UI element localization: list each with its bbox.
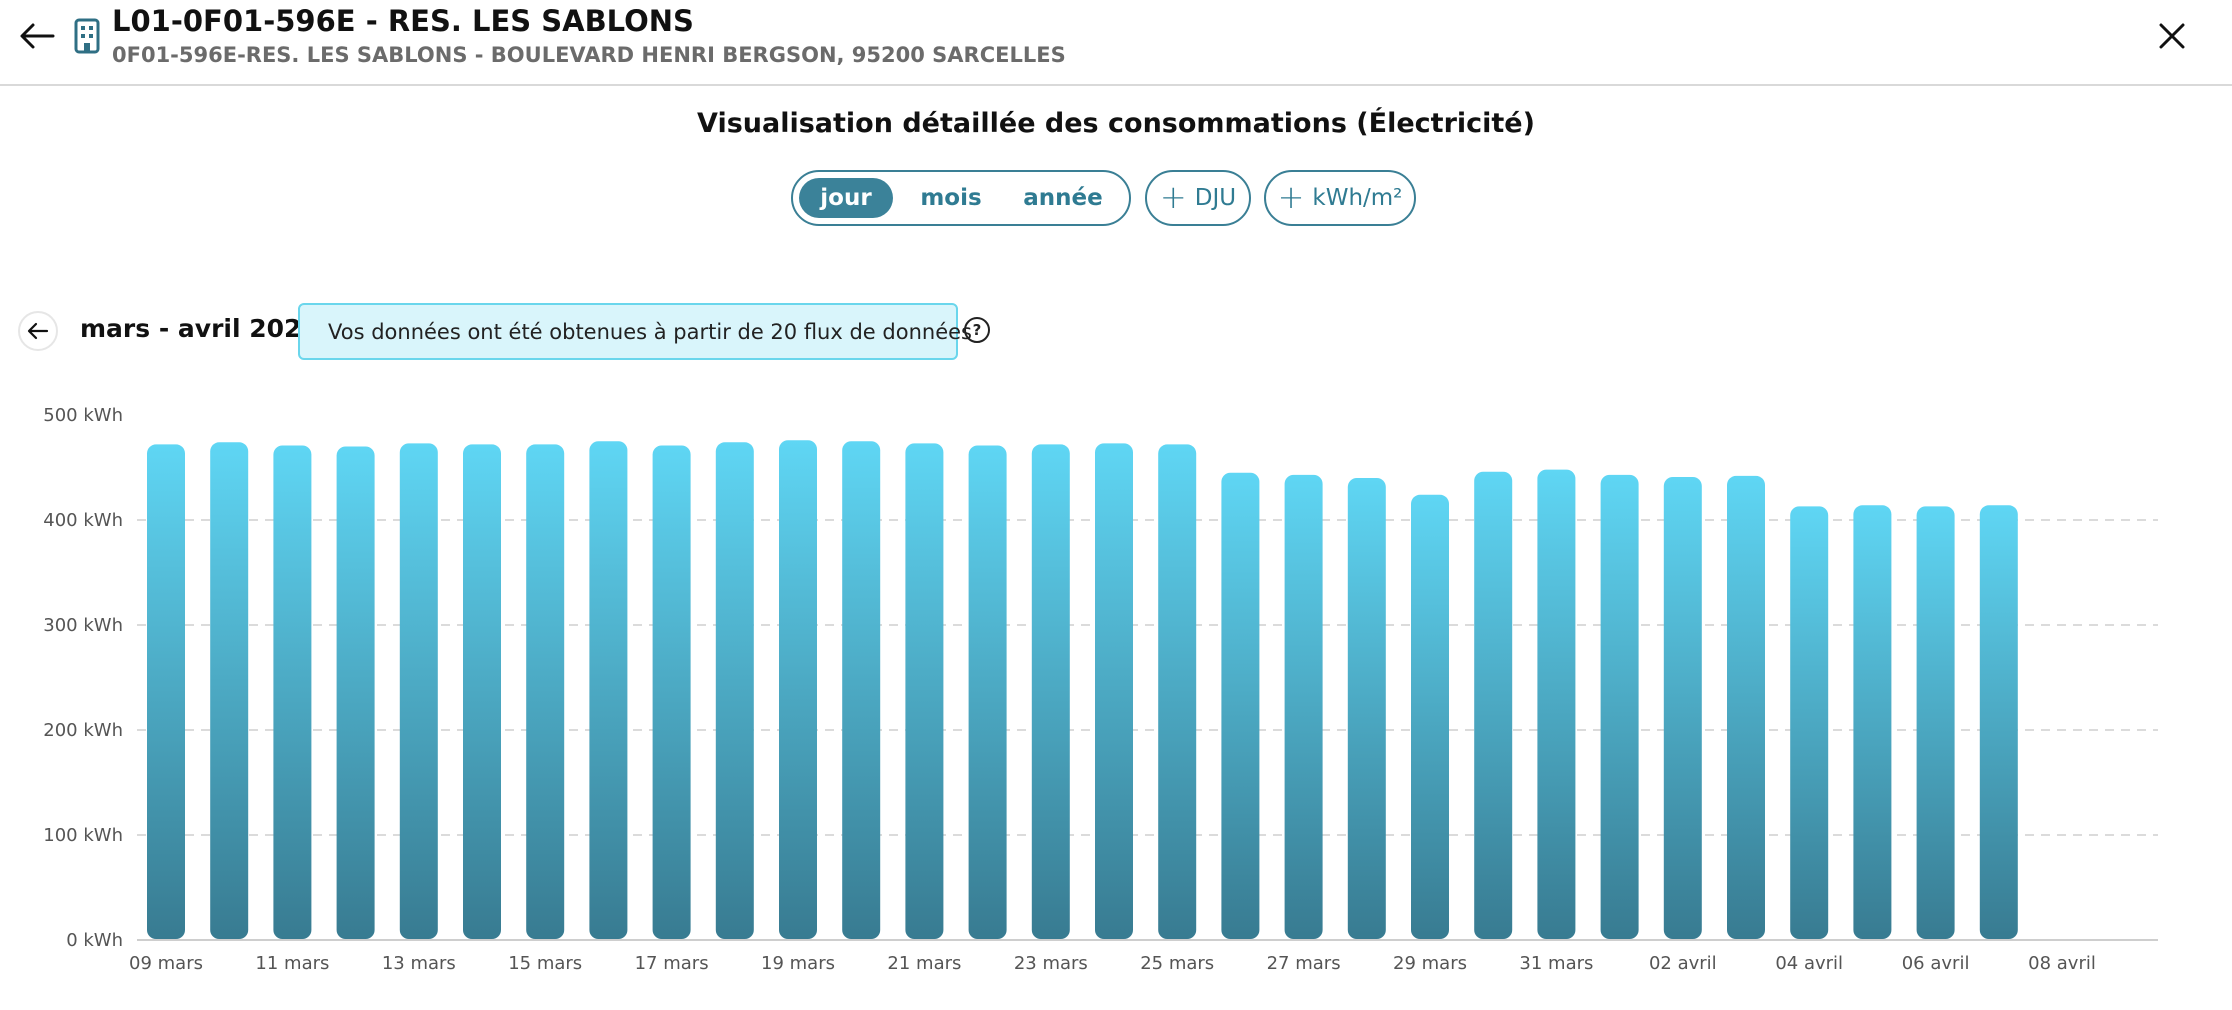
bar-02-avril[interactable] [1663,476,1702,939]
close-button[interactable] [2152,16,2192,56]
consumption-chart: 0 kWh 100 kWh 200 kWh 300 kWh 400 kWh 500 kWh… [43,405,2158,974]
page-subtitle: 0F01-596E-RES. LES SABLONS - BOULEVARD H… [112,43,1066,67]
bar-30-mars[interactable] [1474,471,1513,939]
add-dju-button[interactable]: + DJU [1145,170,1251,226]
y-tick-label: 0 kWh [66,930,123,951]
x-tick-label: 04 avril [1775,953,1843,974]
bar-14-mars[interactable] [463,444,501,939]
bar-09-mars[interactable] [147,444,185,939]
header: L01-0F01-596E - RES. LES SABLONS 0F01-59… [0,0,2232,86]
add-kwhm2-button[interactable]: + kWh/m² [1264,170,1416,226]
bar-04-avril[interactable] [1790,506,1829,939]
x-tick-label: 13 mars [382,953,456,974]
bar-01-avril[interactable] [1600,474,1639,939]
tab-jour[interactable]: jour [799,178,893,218]
kwhm2-label: kWh/m² [1312,185,1403,211]
x-tick-label: 27 mars [1267,953,1341,974]
plus-icon: + [1159,177,1187,216]
arrow-left-icon [20,23,55,49]
period-selector: jour mois année [791,170,1131,226]
data-source-text: Vos données ont été obtenues à partir de… [328,319,972,344]
x-tick-label: 08 avril [2028,953,2096,974]
x-tick-label: 21 mars [887,953,961,974]
bar-06-avril[interactable] [1916,506,1955,939]
x-tick-label: 11 mars [255,953,329,974]
bar-27-mars[interactable] [1284,474,1323,939]
bar-10-mars[interactable] [210,442,249,939]
bar-18-mars[interactable] [715,442,754,939]
close-icon [2159,23,2185,49]
x-tick-label: 06 avril [1902,953,1970,974]
bar-29-mars[interactable] [1411,494,1449,939]
bar-05-avril[interactable] [1853,505,1892,939]
x-tick-label: 29 mars [1393,953,1467,974]
bar-23-mars[interactable] [1031,444,1070,939]
x-tick-label: 23 mars [1014,953,1088,974]
bar-13-mars[interactable] [399,443,438,939]
help-icon[interactable]: ? [964,317,990,343]
page-title: L01-0F01-596E - RES. LES SABLONS [112,4,694,38]
x-tick-label: 31 mars [1519,953,1593,974]
dju-label: DJU [1194,185,1237,211]
x-tick-label: 15 mars [508,953,582,974]
bar-03-avril[interactable] [1727,475,1765,939]
y-tick-label: 500 kWh [43,405,123,426]
bar-31-mars[interactable] [1537,469,1576,939]
y-tick-label: 400 kWh [43,510,123,531]
x-tick-label: 25 mars [1140,953,1214,974]
building-icon [74,18,100,54]
bar-15-mars[interactable] [526,444,565,939]
bar-22-mars[interactable] [968,445,1007,939]
x-tick-label: 02 avril [1649,953,1717,974]
bar-11-mars[interactable] [273,445,312,939]
plus-icon: + [1277,177,1305,216]
section-title: Visualisation détaillée des consommation… [697,108,1535,139]
bar-12-mars[interactable] [336,446,375,940]
x-tick-label: 09 mars [129,953,203,974]
bar-17-mars[interactable] [652,445,691,939]
back-button[interactable] [14,16,60,56]
x-tick-label: 19 mars [761,953,835,974]
date-range-label: mars - avril 2026 [80,314,319,343]
tab-annee[interactable]: année [1023,185,1103,211]
y-tick-label: 300 kWh [43,615,123,636]
previous-period-button[interactable] [18,311,58,351]
bar-24-mars[interactable] [1095,443,1133,939]
bar-21-mars[interactable] [905,443,944,939]
y-tick-label: 200 kWh [43,720,123,741]
x-tick-label: 17 mars [635,953,709,974]
y-tick-label: 100 kWh [43,825,123,846]
bar-16-mars[interactable] [589,441,628,939]
bar-19-mars[interactable] [779,440,817,939]
bar-20-mars[interactable] [842,441,881,939]
tab-mois[interactable]: mois [920,185,982,211]
data-source-info: Vos données ont été obtenues à partir de… [298,303,972,360]
bar-26-mars[interactable] [1221,472,1260,939]
bar-07-avril[interactable] [1979,505,2018,939]
arrow-left-icon [27,322,49,340]
bar-28-mars[interactable] [1347,478,1386,939]
bar-25-mars[interactable] [1158,444,1197,939]
